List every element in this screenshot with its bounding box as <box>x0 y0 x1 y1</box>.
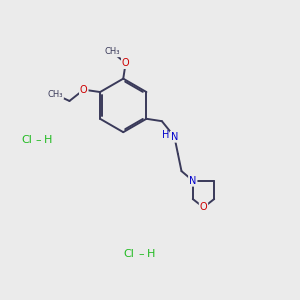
Text: –: – <box>36 135 41 145</box>
Text: O: O <box>200 202 207 212</box>
Text: O: O <box>122 58 129 68</box>
Text: CH₃: CH₃ <box>47 90 63 99</box>
Text: H: H <box>147 249 155 259</box>
Text: CH₃: CH₃ <box>104 47 120 56</box>
Text: O: O <box>80 85 88 95</box>
Text: Cl: Cl <box>124 249 135 259</box>
Text: N: N <box>171 132 178 142</box>
Text: CH₃: CH₃ <box>47 90 63 99</box>
Text: H: H <box>162 130 170 140</box>
Text: O: O <box>200 202 207 212</box>
Text: O: O <box>122 58 129 68</box>
Text: Cl: Cl <box>21 135 32 145</box>
Text: H: H <box>44 135 52 145</box>
Text: N: N <box>189 176 196 186</box>
Text: –: – <box>138 249 144 259</box>
Text: O: O <box>80 85 88 95</box>
Text: N: N <box>171 132 178 142</box>
Text: CH₃: CH₃ <box>104 47 120 56</box>
Text: N: N <box>189 176 196 186</box>
